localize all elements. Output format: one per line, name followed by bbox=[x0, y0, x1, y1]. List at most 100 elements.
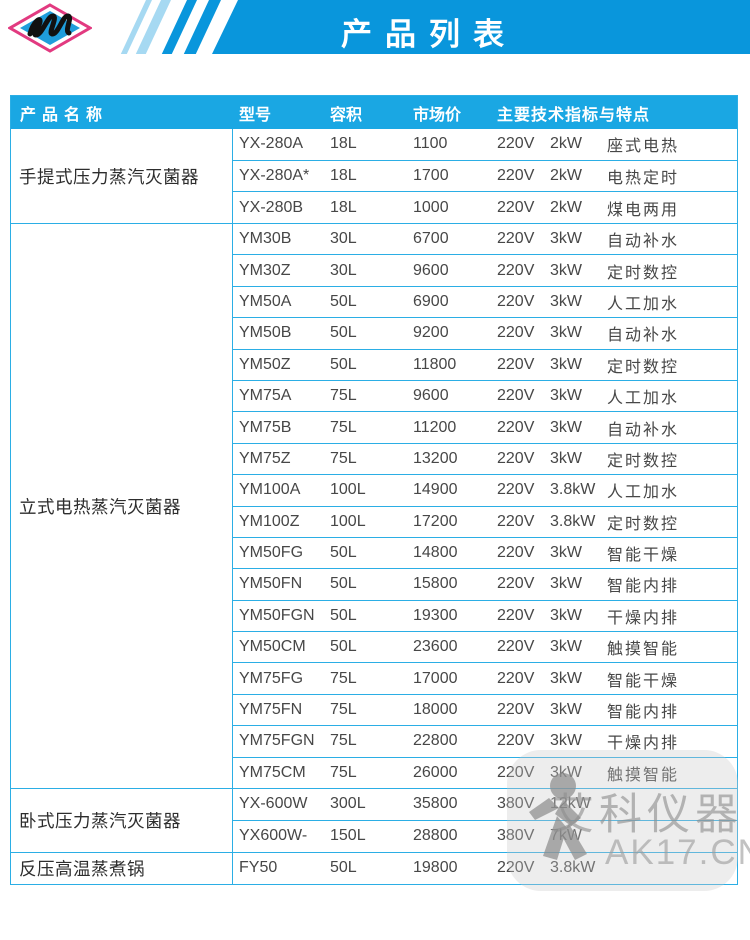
cell-feature: 煤电两用 bbox=[607, 201, 680, 219]
cell-voltage: 220V bbox=[497, 387, 535, 405]
table-row: YM50A 50L 6900 220V 3kW 人工加水 bbox=[233, 287, 737, 319]
cell-power: 3kW bbox=[550, 732, 582, 750]
cell-price: 28800 bbox=[413, 827, 458, 845]
cell-power: 2kW bbox=[550, 135, 582, 153]
cell-power: 3kW bbox=[550, 638, 582, 656]
product-group-name: 卧式压力蒸汽灭菌器 bbox=[19, 810, 181, 831]
cell-price: 1000 bbox=[413, 198, 449, 216]
product-group: 立式电热蒸汽灭菌器 YM30B 30L 6700 220V 3kW 自动补水 Y… bbox=[11, 224, 737, 789]
cell-capacity: 75L bbox=[330, 449, 357, 467]
cell-model: YM75A bbox=[239, 387, 292, 405]
cell-model: YM75FGN bbox=[239, 732, 315, 750]
table-row: YM30B 30L 6700 220V 3kW 自动补水 bbox=[233, 224, 737, 256]
table-row: YX-280A* 18L 1700 220V 2kW 电热定时 bbox=[233, 161, 737, 193]
cell-capacity: 30L bbox=[330, 230, 357, 248]
table-row: YM75CM 75L 26000 220V 3kW 触摸智能 bbox=[233, 758, 737, 788]
cell-capacity: 150L bbox=[330, 827, 366, 845]
page-title: 产品列表 bbox=[341, 17, 517, 52]
cell-model: YM50FG bbox=[239, 544, 304, 562]
cell-feature: 定时数控 bbox=[607, 515, 680, 533]
cell-capacity: 75L bbox=[330, 701, 357, 719]
cell-voltage: 220V bbox=[497, 230, 535, 248]
cell-model: YM50FN bbox=[239, 575, 303, 593]
table-row: YM100A 100L 14900 220V 3.8kW 人工加水 bbox=[233, 475, 737, 507]
cell-voltage: 220V bbox=[497, 261, 535, 279]
cell-capacity: 18L bbox=[330, 135, 357, 153]
cell-voltage: 220V bbox=[497, 512, 535, 530]
cell-power: 3kW bbox=[550, 763, 582, 781]
cell-power: 3kW bbox=[550, 449, 582, 467]
cell-feature: 触摸智能 bbox=[607, 641, 680, 659]
cell-capacity: 75L bbox=[330, 763, 357, 781]
cell-voltage: 220V bbox=[497, 449, 535, 467]
cell-capacity: 75L bbox=[330, 387, 357, 405]
cell-voltage: 220V bbox=[497, 763, 535, 781]
cell-power: 3.8kW bbox=[550, 481, 596, 499]
logo-scribble-icon bbox=[27, 13, 73, 38]
cell-power: 3kW bbox=[550, 355, 582, 373]
banner-band bbox=[212, 0, 750, 54]
table-row: YX-280A 18L 1100 220V 2kW 座式电热 bbox=[233, 129, 737, 161]
cell-feature: 座式电热 bbox=[607, 138, 680, 156]
cell-price: 11200 bbox=[413, 418, 457, 436]
cell-voltage: 220V bbox=[497, 544, 535, 562]
cell-feature: 人工加水 bbox=[607, 390, 680, 408]
cell-voltage: 220V bbox=[497, 198, 535, 216]
cell-power: 3.8kW bbox=[550, 859, 596, 877]
column-header-capacity: 容积 bbox=[330, 106, 363, 124]
product-group-rows: YX-280A 18L 1100 220V 2kW 座式电热 YX-280A* … bbox=[233, 129, 737, 223]
cell-capacity: 50L bbox=[330, 575, 357, 593]
product-group-name: 立式电热蒸汽灭菌器 bbox=[19, 496, 181, 517]
cell-voltage: 220V bbox=[497, 575, 535, 593]
cell-feature: 电热定时 bbox=[607, 170, 680, 187]
cell-model: YX-280A bbox=[239, 135, 304, 153]
top-banner: 产品列表 bbox=[0, 0, 750, 54]
cell-voltage: 220V bbox=[497, 292, 535, 310]
cell-power: 3kW bbox=[550, 575, 582, 593]
cell-capacity: 50L bbox=[330, 292, 357, 310]
cell-price: 18000 bbox=[413, 701, 458, 719]
product-group-name: 手提式压力蒸汽灭菌器 bbox=[19, 166, 199, 187]
table-header-row: 产品名称 型号 容积 市场价 主要技术指标与特点 bbox=[11, 96, 737, 129]
cell-model: YM75FN bbox=[239, 701, 303, 719]
brand-diamond-logo-graphic bbox=[6, 3, 94, 53]
cell-power: 7kW bbox=[550, 827, 582, 845]
cell-price: 17000 bbox=[413, 669, 458, 687]
cell-feature: 自动补水 bbox=[607, 421, 680, 439]
table-row: FY50 50L 19800 220V 3.8kW bbox=[233, 853, 737, 884]
cell-voltage: 220V bbox=[497, 481, 535, 499]
cell-model: YX600W- bbox=[239, 827, 308, 845]
cell-price: 35800 bbox=[413, 795, 458, 813]
cell-capacity: 75L bbox=[330, 669, 357, 687]
cell-power: 3kW bbox=[550, 701, 582, 719]
cell-voltage: 220V bbox=[497, 669, 535, 687]
column-header-specs: 主要技术指标与特点 bbox=[497, 106, 651, 124]
cell-model: FY50 bbox=[239, 859, 278, 877]
product-group: 手提式压力蒸汽灭菌器 YX-280A 18L 1100 220V 2kW 座式电… bbox=[11, 129, 737, 224]
cell-model: YM30Z bbox=[239, 261, 291, 279]
cell-model: YX-600W bbox=[239, 795, 308, 813]
cell-price: 11800 bbox=[413, 355, 457, 373]
cell-model: YM100Z bbox=[239, 512, 300, 530]
table-row: YX-280B 18L 1000 220V 2kW 煤电两用 bbox=[233, 192, 737, 223]
cell-price: 17200 bbox=[413, 512, 458, 530]
cell-price: 1100 bbox=[413, 135, 448, 153]
cell-power: 3kW bbox=[550, 261, 582, 279]
cell-voltage: 220V bbox=[497, 135, 535, 153]
table-row: YM50Z 50L 11800 220V 3kW 定时数控 bbox=[233, 350, 737, 381]
cell-feature: 定时数控 bbox=[607, 452, 680, 470]
column-header-model: 型号 bbox=[239, 106, 272, 124]
cell-model: YM50CM bbox=[239, 638, 306, 656]
cell-model: YM50FGN bbox=[239, 606, 315, 624]
cell-feature: 干燥内排 bbox=[607, 735, 680, 753]
cell-capacity: 50L bbox=[330, 638, 357, 656]
cell-feature: 智能干燥 bbox=[607, 672, 680, 690]
cell-capacity: 50L bbox=[330, 324, 357, 342]
cell-model: YM100A bbox=[239, 481, 301, 499]
cell-feature: 干燥内排 bbox=[607, 609, 680, 627]
cell-power: 3kW bbox=[550, 324, 582, 342]
cell-feature: 定时数控 bbox=[607, 358, 680, 376]
cell-power: 3.8kW bbox=[550, 512, 596, 530]
cell-price: 14900 bbox=[413, 481, 458, 499]
cell-price: 9600 bbox=[413, 387, 449, 405]
